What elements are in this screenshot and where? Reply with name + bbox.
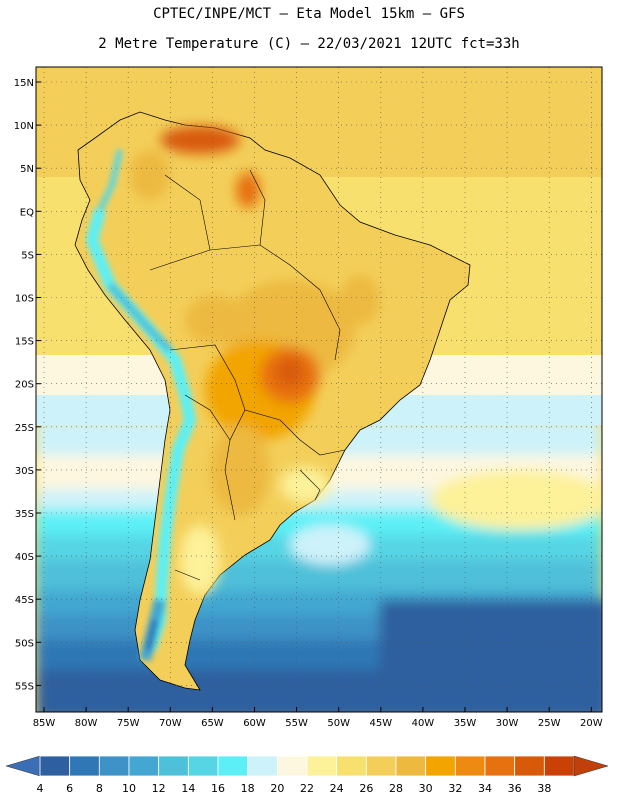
colorbar-label: 14 bbox=[181, 782, 195, 795]
lat-tick-label: 5N bbox=[20, 164, 34, 175]
colorbar-swatch bbox=[276, 755, 308, 777]
colorbar-swatch bbox=[484, 755, 516, 777]
lat-tick-label: 25S bbox=[15, 423, 34, 434]
lat-tick-label: 55S bbox=[15, 681, 34, 692]
colorbar-swatch bbox=[336, 755, 367, 777]
lon-tick-label: 20W bbox=[580, 718, 603, 729]
lon-tick-label: 65W bbox=[201, 718, 224, 729]
colorbar-swatch bbox=[158, 755, 189, 777]
colorbar-label: 28 bbox=[389, 782, 403, 795]
lat-tick-label: 10N bbox=[14, 121, 34, 132]
colorbar-swatch bbox=[217, 755, 249, 777]
lon-tick-label: 25W bbox=[538, 718, 561, 729]
lon-tick-label: 30W bbox=[496, 718, 519, 729]
longitude-labels: 85W 80W 75W 70W 65W 60W 55W 50W 45W 40W 35W 30W 25W 2… bbox=[33, 718, 603, 729]
colorbar-swatch bbox=[425, 755, 456, 777]
lat-tick-label: 45S bbox=[15, 595, 34, 606]
chart-title-line2: 2 Metre Temperature (C) – 22/03/2021 12U… bbox=[98, 36, 520, 52]
map-frame bbox=[35, 66, 603, 713]
colorbar-swatch bbox=[128, 755, 160, 777]
lon-tick-label: 80W bbox=[75, 718, 98, 729]
colorbar-label: 4 bbox=[37, 782, 44, 795]
lat-tick-label: 15N bbox=[14, 78, 34, 89]
lat-tick-label: 20S bbox=[15, 380, 34, 391]
lat-tick-label: 35S bbox=[15, 509, 34, 520]
lon-tick-label: 60W bbox=[243, 718, 266, 729]
colorbar-label: 20 bbox=[270, 782, 284, 795]
lon-tick-label: 40W bbox=[412, 718, 435, 729]
colorbar-swatch bbox=[365, 755, 397, 777]
colorbar-label: 22 bbox=[300, 782, 314, 795]
colorbar-label: 36 bbox=[508, 782, 522, 795]
lat-tick-label: 10S bbox=[15, 294, 34, 305]
colorbar-swatch bbox=[395, 755, 427, 777]
lon-tick-label: 55W bbox=[285, 718, 308, 729]
colorbar-label: 34 bbox=[478, 782, 492, 795]
colorbar-label: 8 bbox=[96, 782, 103, 795]
colorbar-under-arrow bbox=[5, 755, 41, 777]
colorbar-label: 30 bbox=[419, 782, 433, 795]
colorbar-label: 26 bbox=[359, 782, 373, 795]
lat-tick-label: EQ bbox=[20, 207, 34, 218]
lon-tick-label: 70W bbox=[159, 718, 182, 729]
colorbar: 4 6 8 10 12 14 16 18 20 22 24 26 28 30 32 34 36 38 bbox=[5, 755, 609, 795]
lat-tick-label: 5S bbox=[21, 250, 34, 261]
lon-tick-label: 75W bbox=[117, 718, 140, 729]
colorbar-swatch bbox=[187, 755, 219, 777]
colorbar-swatch bbox=[514, 755, 545, 777]
colorbar-label: 12 bbox=[152, 782, 166, 795]
map-grid bbox=[36, 67, 602, 712]
colorbar-swatch bbox=[543, 755, 575, 777]
lat-tick-label: 50S bbox=[15, 638, 34, 649]
temperature-map: 15N 10N 5N EQ 5S 10S 15S 20S 25S 30S 35S 40S 45S 50S 5… bbox=[14, 66, 603, 729]
colorbar-label: 24 bbox=[330, 782, 344, 795]
colorbar-label: 6 bbox=[66, 782, 73, 795]
colorbar-label: 38 bbox=[537, 782, 551, 795]
colorbar-swatch bbox=[39, 755, 71, 777]
lon-tick-label: 50W bbox=[327, 718, 350, 729]
colorbar-label: 16 bbox=[211, 782, 225, 795]
colorbar-label: 10 bbox=[122, 782, 136, 795]
colorbar-swatch bbox=[247, 755, 278, 777]
colorbar-swatch bbox=[454, 755, 486, 777]
lon-tick-label: 85W bbox=[33, 718, 56, 729]
lat-tick-label: 30S bbox=[15, 466, 34, 477]
colorbar-label: 18 bbox=[241, 782, 255, 795]
latitude-labels: 15N 10N 5N EQ 5S 10S 15S 20S 25S 30S 35S 40S 45S 50S 5… bbox=[14, 78, 34, 692]
colorbar-swatch bbox=[98, 755, 130, 777]
colorbar-swatch bbox=[306, 755, 338, 777]
lon-tick-label: 45W bbox=[369, 718, 392, 729]
colorbar-swatch bbox=[69, 755, 100, 777]
temperature-field bbox=[36, 67, 602, 712]
lon-tick-label: 35W bbox=[454, 718, 477, 729]
lat-tick-label: 15S bbox=[15, 337, 34, 348]
country-borders bbox=[149, 169, 346, 581]
colorbar-label: 32 bbox=[448, 782, 462, 795]
lat-tick-label: 40S bbox=[15, 552, 34, 563]
chart-title-line1: CPTEC/INPE/MCT – Eta Model 15km – GFS bbox=[153, 6, 465, 22]
colorbar-over-arrow bbox=[573, 755, 609, 777]
